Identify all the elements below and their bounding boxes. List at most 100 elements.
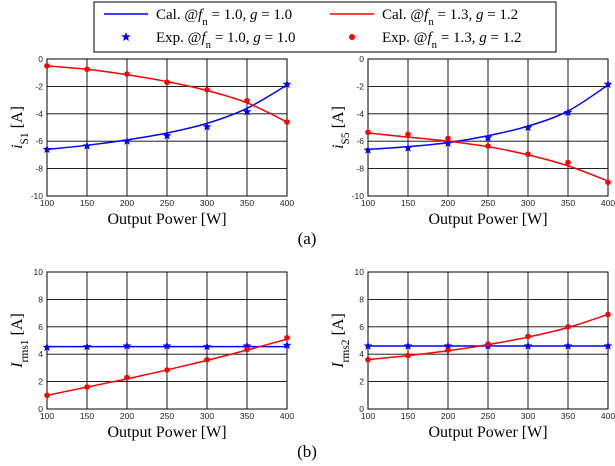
y-axis-label: iS5 [A]	[330, 106, 352, 149]
legend-entry: Exp. @fn = 1.3, g = 1.2	[349, 30, 522, 51]
y-tick-label: -8	[356, 164, 364, 174]
data-point-star	[563, 341, 573, 350]
x-tick-label: 200	[120, 198, 134, 208]
y-tick-label: -2	[35, 81, 43, 91]
x-tick-label: 300	[521, 411, 535, 421]
data-point-star	[403, 341, 413, 350]
data-point-star	[122, 136, 132, 145]
y-tick-label: -6	[35, 136, 43, 146]
legend-star-marker	[121, 32, 131, 42]
legend-label: Exp. @fn = 1.0, g = 1.0	[156, 30, 296, 51]
data-point-dot	[445, 347, 451, 353]
y-axis-label: Irms2 [A]	[330, 313, 352, 369]
data-point-star	[242, 341, 252, 350]
legend-entry: Cal. @fn = 1.3, g = 1.2	[330, 7, 518, 28]
data-point-dot	[124, 71, 130, 77]
y-tick-label: 2	[359, 377, 364, 387]
y-axis-label: Irms1 [A]	[9, 313, 31, 369]
data-point-star	[443, 341, 453, 350]
plot-frame	[367, 271, 609, 410]
data-point-star	[42, 342, 52, 352]
y-tick-label: 2	[38, 377, 43, 387]
y-tick-label: 6	[359, 322, 364, 332]
y-tick-label: 4	[38, 349, 43, 359]
y-tick-label: -10	[31, 191, 44, 201]
x-tick-label: 200	[441, 411, 455, 421]
panel-label-a: (a)	[298, 229, 317, 248]
y-tick-label: -8	[35, 164, 43, 174]
data-point-dot	[44, 63, 50, 69]
data-point-star	[603, 341, 613, 350]
plot-4: 100 150 200 250 300 350 400 0 2 4 6 8 10 Output Power…	[330, 267, 615, 441]
data-point-dot	[485, 341, 491, 347]
data-point-dot	[525, 333, 531, 340]
x-tick-label: 350	[240, 198, 254, 208]
y-tick-label: -4	[356, 109, 364, 119]
data-point-dot	[164, 79, 170, 86]
data-point-dot	[405, 352, 411, 359]
legend-entry: Exp. @fn = 1.0, g = 1.0	[121, 30, 296, 51]
x-axis-label: Output Power [W]	[428, 211, 547, 228]
data-point-star	[363, 341, 373, 350]
x-tick-label: 400	[601, 198, 615, 208]
data-point-dot	[605, 311, 611, 318]
data-point-dot	[84, 384, 90, 390]
data-point-dot	[84, 66, 90, 73]
data-point-dot	[365, 129, 371, 136]
x-tick-label: 150	[80, 198, 94, 208]
data-point-dot	[525, 151, 531, 158]
data-point-dot	[244, 97, 250, 104]
data-point-star	[242, 107, 252, 116]
x-tick-label: 100	[40, 411, 54, 421]
data-point-dot	[244, 346, 250, 353]
x-tick-label: 250	[481, 198, 495, 208]
data-point-dot	[485, 143, 491, 149]
legend: Cal. @fn = 1.0, g = 1.0 Cal. @fn = 1.3, g…	[93, 1, 557, 53]
y-tick-label: 0	[359, 404, 364, 414]
data-point-dot	[44, 392, 50, 399]
y-tick-label: 10	[34, 267, 44, 277]
x-tick-label: 350	[561, 411, 575, 421]
data-point-star	[82, 342, 92, 351]
data-point-star	[122, 341, 132, 350]
x-tick-label: 200	[441, 198, 455, 208]
legend-box	[93, 1, 557, 53]
data-point-dot	[164, 367, 170, 373]
data-point-star	[282, 79, 292, 89]
data-point-dot	[284, 334, 290, 341]
data-point-dot	[405, 131, 411, 138]
plot-frame	[367, 58, 609, 197]
data-point-dot	[445, 135, 451, 142]
data-point-dot	[204, 87, 210, 93]
y-tick-label: 6	[38, 322, 43, 332]
x-tick-label: 250	[481, 411, 495, 421]
data-point-star	[82, 141, 92, 150]
data-point-dot	[204, 356, 210, 363]
plot-1: 100 150 200 250 300 350 400 -10 -8 -6 -4 -2 0 Output …	[9, 54, 294, 228]
x-tick-label: 250	[160, 198, 174, 208]
legend-label: Exp. @fn = 1.3, g = 1.2	[382, 30, 522, 51]
y-axis-label: iS1 [A]	[9, 106, 31, 149]
y-tick-label: 8	[359, 294, 364, 304]
data-point-dot	[565, 324, 571, 330]
data-point-star	[202, 122, 212, 131]
data-point-dot	[565, 159, 571, 166]
plot-3: 100 150 200 250 300 350 400 0 2 4 6 8 10 Output Power…	[9, 267, 294, 441]
x-tick-label: 400	[280, 411, 294, 421]
x-tick-label: 300	[200, 198, 214, 208]
data-point-star	[603, 79, 613, 89]
x-tick-label: 100	[40, 198, 54, 208]
plot-frame	[46, 58, 288, 197]
legend-entry: Cal. @fn = 1.0, g = 1.0	[104, 7, 292, 28]
x-tick-label: 200	[120, 411, 134, 421]
y-tick-label: -6	[356, 136, 364, 146]
data-point-star	[563, 107, 573, 117]
data-point-star	[403, 143, 413, 152]
panel-label-b: (b)	[297, 442, 317, 461]
legend-label: Cal. @fn = 1.0, g = 1.0	[156, 7, 292, 28]
data-point-dot	[605, 179, 611, 186]
x-tick-label: 400	[601, 411, 615, 421]
plots: 100 150 200 250 300 350 400 -10 -8 -6 -4 -2 0 Output …	[9, 54, 615, 441]
x-tick-label: 150	[401, 411, 415, 421]
